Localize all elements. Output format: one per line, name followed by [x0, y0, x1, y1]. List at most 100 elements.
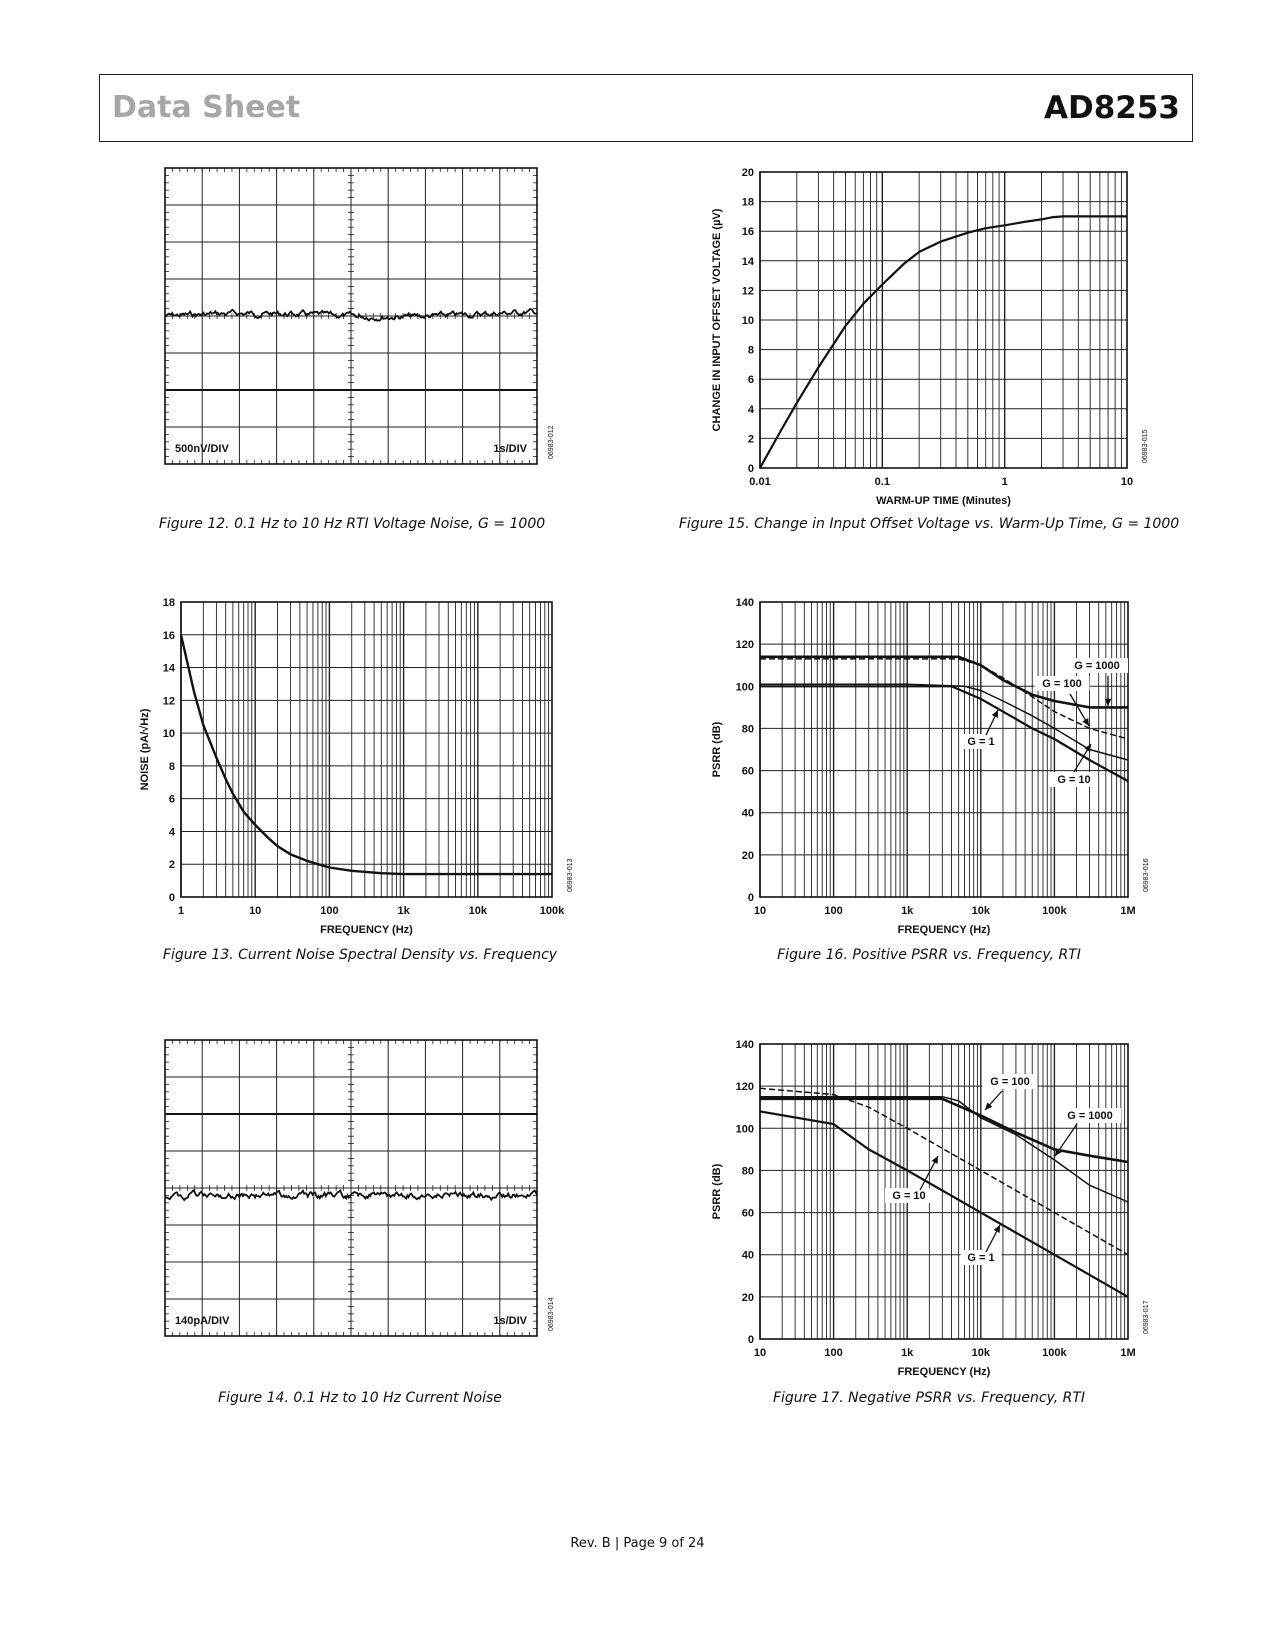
- series-label-bg: [1050, 772, 1098, 787]
- x-tick-label: 1M: [1120, 1347, 1135, 1359]
- figure-code: 06983-013: [567, 858, 574, 892]
- x-axis-label: WARM-UP TIME (Minutes): [876, 495, 1011, 507]
- series-label: G = 10: [1057, 774, 1090, 786]
- series-label-arrowhead: [985, 1102, 993, 1110]
- vertical-scale-label: 500nV/DIV: [175, 443, 229, 455]
- series-label-arrowhead: [931, 1156, 938, 1164]
- figure-code: 06983-016: [1143, 858, 1150, 892]
- y-tick-label: 12: [163, 695, 175, 707]
- figure-13-caption: Figure 13. Current Noise Spectral Densit…: [162, 947, 558, 963]
- x-tick-label: 100: [824, 1347, 842, 1359]
- x-tick-label: 100k: [1042, 1347, 1067, 1359]
- y-tick-label: 40: [742, 808, 754, 820]
- plot-frame: [759, 1043, 1129, 1340]
- y-tick-label: 12: [742, 285, 754, 297]
- y-tick-label: 8: [169, 761, 175, 773]
- y-tick-label: 2: [169, 859, 175, 871]
- x-tick-label: 10: [1121, 476, 1133, 488]
- series-label-arrowhead: [991, 710, 998, 718]
- y-tick-label: 100: [736, 681, 754, 693]
- y-tick-label: 140: [736, 597, 754, 609]
- x-tick-label: 1k: [901, 1347, 914, 1359]
- y-tick-label: 4: [748, 404, 755, 416]
- page-footer: Rev. B | Page 9 of 24: [570, 1536, 705, 1551]
- y-tick-label: 0: [169, 892, 175, 904]
- figure-12-caption: Figure 12. 0.1 Hz to 10 Hz RTI Voltage N…: [158, 516, 546, 532]
- y-tick-label: 100: [736, 1123, 754, 1135]
- time-scale-label: 1s/DIV: [493, 443, 527, 455]
- series-label-bg: [1066, 658, 1128, 673]
- plot-frame: [759, 601, 1129, 898]
- x-tick-label: 10: [754, 905, 766, 917]
- x-axis-label: FREQUENCY (Hz): [898, 924, 991, 936]
- y-tick-label: 0: [748, 1334, 754, 1346]
- y-tick-label: 80: [742, 723, 754, 735]
- series-label-bg: [885, 1188, 933, 1203]
- x-tick-label: 100k: [1042, 905, 1067, 917]
- fig15-chart: 0 2 4 6 8 10 12 14 16 18 20 0.01 0.1 1 10 WARM-UP TIME …: [711, 167, 1149, 507]
- y-tick-label: 120: [736, 1081, 754, 1093]
- y-tick-label: 20: [742, 850, 754, 862]
- figure-code: 06983-017: [1143, 1300, 1150, 1334]
- fig13-chart: 0 2 4 6 8 10 12 14 16 18 1 10 100 1k 10k 100k FREQUENCY …: [139, 597, 574, 936]
- series-label-arrowhead: [1055, 1148, 1062, 1156]
- y-tick-label: 10: [742, 315, 754, 327]
- y-tick-label: 16: [742, 226, 754, 238]
- series-label: G = 100: [1042, 678, 1081, 690]
- y-tick-label: 60: [742, 1208, 754, 1220]
- x-tick-label: 0.1: [875, 476, 890, 488]
- figure-code: 06983-014: [548, 1297, 555, 1331]
- x-tick-label: 10: [754, 1347, 766, 1359]
- series-label-arrowhead: [993, 1225, 1000, 1233]
- plot-frame: [759, 171, 1128, 469]
- series-line-g-1000: [760, 1097, 1129, 1164]
- y-tick-label: 16: [163, 630, 175, 642]
- header-part-number: AD8253: [1043, 90, 1180, 126]
- x-tick-label: 1k: [901, 905, 914, 917]
- y-tick-label: 60: [742, 766, 754, 778]
- y-tick-label: 0: [748, 463, 754, 475]
- y-tick-label: 80: [742, 1165, 754, 1177]
- y-tick-label: 14: [163, 663, 176, 675]
- figure-15-caption: Figure 15. Change in Input Offset Voltag…: [678, 516, 1180, 532]
- x-tick-label: 10k: [972, 905, 991, 917]
- noise-trace: [164, 1188, 538, 1202]
- series-label: G = 1: [967, 736, 994, 748]
- noise-trace: [164, 308, 538, 322]
- plot-frame: [164, 167, 538, 465]
- series-line-0: [179, 634, 552, 876]
- series-label: G = 1000: [1067, 1110, 1113, 1122]
- header-section-title: Data Sheet: [112, 90, 301, 125]
- x-tick-label: 1M: [1120, 905, 1135, 917]
- x-tick-label: 1k: [397, 905, 410, 917]
- y-axis-label: PSRR (dB): [711, 1163, 723, 1219]
- series-line-g-10: [759, 1087, 1129, 1256]
- series-line-0: [759, 215, 1127, 469]
- series-line-g-10: [760, 683, 1129, 761]
- figure-17-caption: Figure 17. Negative PSRR vs. Frequency, …: [772, 1390, 1086, 1406]
- x-tick-label: 100: [320, 905, 338, 917]
- figure-code: 06983-015: [1142, 429, 1149, 463]
- y-tick-label: 20: [742, 1292, 754, 1304]
- series-label-arrowhead: [1082, 718, 1089, 726]
- fig12-scope: 500nV/DIV 1s/DIV 06983-012: [164, 167, 555, 465]
- x-tick-label: 100: [824, 905, 842, 917]
- x-axis-label: FREQUENCY (Hz): [320, 924, 413, 936]
- y-tick-label: 18: [163, 597, 175, 609]
- series-label-arrowhead: [1084, 744, 1091, 752]
- y-tick-label: 18: [742, 197, 754, 209]
- series-label-bg: [960, 1250, 1002, 1265]
- fig14-scope: 140pA/DIV 1s/DIV 06983-014: [164, 1039, 555, 1337]
- plot-frame: [164, 1039, 538, 1337]
- y-tick-label: 6: [748, 374, 754, 386]
- plot-frame: [180, 601, 553, 898]
- y-axis-label: CHANGE IN INPUT OFFSET VOLTAGE (µV): [711, 208, 723, 431]
- figure-14-caption: Figure 14. 0.1 Hz to 10 Hz Current Noise: [218, 1390, 502, 1406]
- x-tick-label: 10k: [972, 1347, 991, 1359]
- y-tick-label: 140: [736, 1039, 754, 1051]
- y-tick-label: 10: [163, 728, 175, 740]
- series-label-bg: [982, 1074, 1038, 1089]
- x-tick-label: 100k: [540, 905, 565, 917]
- series-line-g-1000: [760, 655, 1128, 709]
